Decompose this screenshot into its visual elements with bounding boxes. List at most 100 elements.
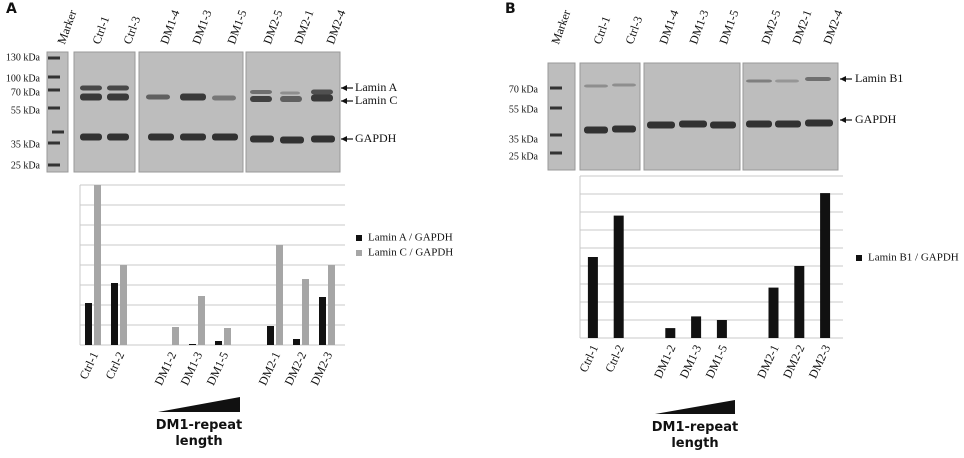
bar [820, 193, 831, 338]
legend-swatch [856, 255, 862, 261]
blot-image [245, 51, 341, 173]
x-tick-label: DM1-3 [677, 343, 705, 381]
blot-band [107, 93, 129, 101]
lane-label: DM2-1 [789, 8, 814, 46]
marker-label: 35 kDa [11, 139, 41, 150]
lane-label: Ctrl-1 [89, 14, 112, 46]
protein-label: Lamin B1 [855, 71, 903, 85]
marker-band [48, 75, 60, 79]
protein-label: GAPDH [855, 112, 897, 126]
lane-label: DM1-5 [224, 8, 249, 46]
marker-band [48, 56, 60, 60]
protein-label: GAPDH [355, 131, 397, 145]
marker-label: 35 kDa [509, 134, 539, 145]
legend-label: Lamin C / GAPDH [368, 247, 453, 259]
legend-label: Lamin B1 / GAPDH [868, 252, 959, 264]
x-tick-label: DM2-1 [256, 350, 284, 388]
blot-band [180, 133, 206, 141]
x-tick-label: DM2-3 [308, 350, 336, 388]
arrow-head [341, 85, 347, 91]
x-tick-label: DM1-2 [651, 343, 679, 381]
lane-label: Ctrl-3 [120, 14, 143, 46]
blot-band [212, 133, 238, 141]
marker-band [48, 141, 60, 145]
gradient-wedge [158, 397, 240, 412]
arrow-head [341, 136, 347, 142]
marker-label: 130 kDa [6, 52, 41, 63]
bar [198, 296, 205, 345]
bar [94, 185, 101, 345]
blot-image [46, 51, 69, 173]
marker-label: 70 kDa [11, 87, 41, 98]
bar [224, 328, 231, 345]
marker-label: 25 kDa [509, 151, 539, 162]
blot-band [80, 85, 102, 91]
bar [120, 265, 127, 345]
marker-band [550, 86, 562, 90]
bar [613, 215, 624, 338]
x-tick-label: DM1-3 [178, 350, 206, 388]
blot-band [647, 121, 675, 129]
lane-label: DM2-4 [323, 8, 348, 46]
bar [172, 327, 179, 345]
bar [716, 320, 727, 338]
marker-label: 70 kDa [509, 84, 539, 95]
blot-band [584, 126, 608, 134]
lane-label: Marker [54, 8, 79, 46]
bar [302, 279, 309, 345]
blot-band [146, 94, 170, 100]
bar [189, 344, 196, 345]
protein-label: Lamin A [355, 80, 398, 94]
lane-label: DM2-4 [820, 8, 845, 46]
x-tick-label: DM2-2 [780, 343, 808, 381]
blot-band [250, 96, 272, 102]
blot-band [311, 89, 333, 95]
lane-label: DM2-1 [291, 8, 316, 46]
marker-label: 55 kDa [509, 104, 539, 115]
lane-label: Ctrl-1 [590, 14, 613, 46]
annotation: DM1-repeat length [651, 420, 739, 451]
marker-band [48, 88, 60, 92]
blot-band [805, 77, 831, 81]
blot-band [180, 93, 206, 101]
blot-band [148, 133, 174, 141]
blot-band [775, 120, 801, 128]
blot-band [311, 135, 335, 143]
x-tick-label: Ctrl-2 [102, 350, 127, 382]
marker-band [52, 130, 64, 134]
bar [85, 303, 92, 345]
lane-label: DM1-3 [686, 8, 711, 46]
blot-band [311, 94, 333, 102]
x-tick-label: DM1-5 [204, 350, 232, 388]
arrow-head [840, 76, 846, 82]
blot-band [250, 135, 274, 143]
blot-band [746, 120, 772, 128]
x-tick-label: DM1-5 [702, 343, 730, 381]
blot-band [710, 121, 736, 129]
blot-band [107, 85, 129, 91]
marker-band [48, 163, 60, 167]
blot-image [643, 62, 741, 171]
blot-band [584, 84, 608, 88]
bar [319, 297, 326, 345]
arrow-head [840, 117, 846, 123]
marker-label: 25 kDa [11, 160, 41, 171]
bar [267, 326, 274, 345]
arrow-head [341, 98, 347, 104]
marker-band [48, 106, 60, 110]
bar [215, 341, 222, 345]
x-tick-label: Ctrl-1 [576, 343, 601, 375]
panel-label: A [6, 1, 17, 17]
x-tick-label: DM2-3 [806, 343, 834, 381]
blot-band [679, 120, 707, 128]
blot-band [280, 91, 300, 95]
legend-swatch [356, 250, 362, 256]
bar [768, 287, 779, 338]
blot-band [612, 125, 636, 133]
bar [587, 257, 598, 338]
blot-band [212, 95, 236, 101]
bar [293, 339, 300, 345]
x-tick-label: Ctrl-2 [602, 343, 627, 375]
x-tick-label: Ctrl-1 [76, 350, 101, 382]
